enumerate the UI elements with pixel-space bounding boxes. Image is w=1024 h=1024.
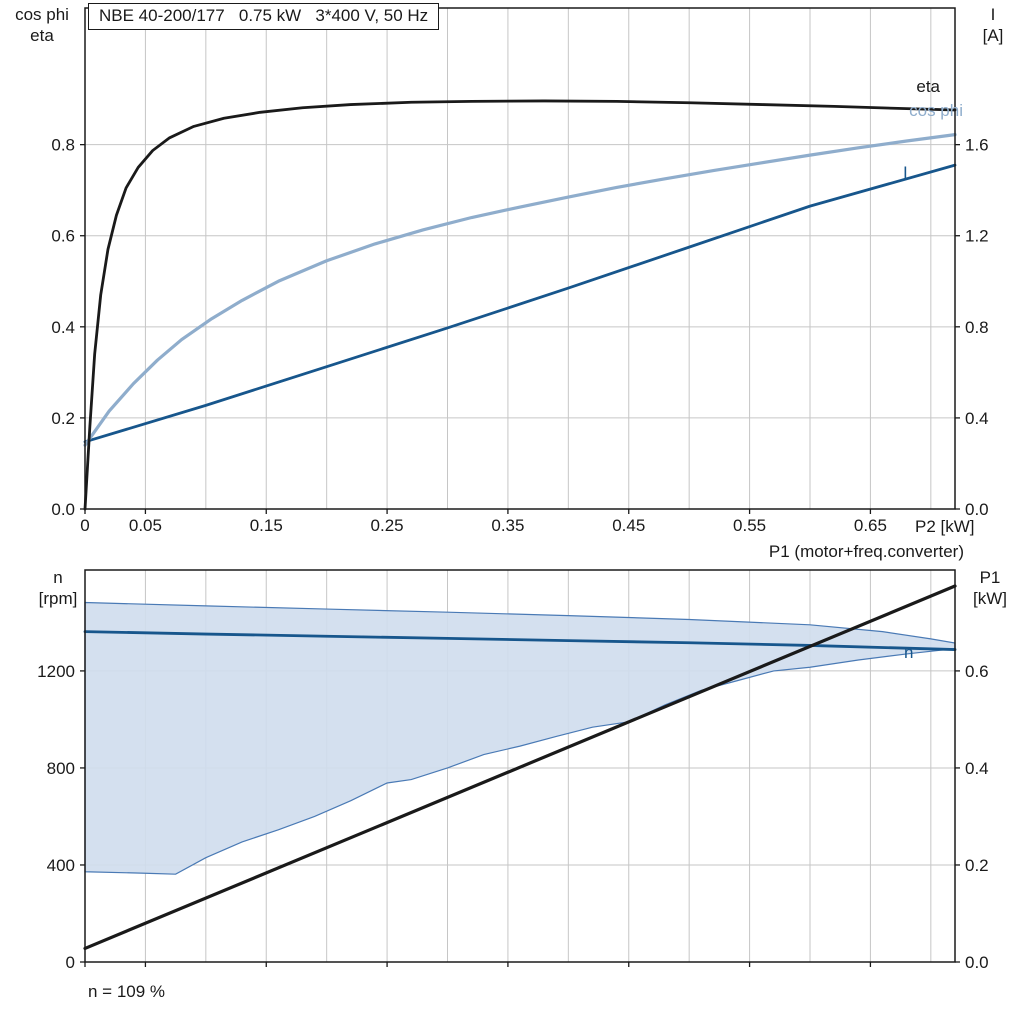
- svg-text:0.2: 0.2: [51, 409, 75, 428]
- eta-curve-label: eta: [916, 77, 940, 96]
- svg-text:0.4: 0.4: [51, 318, 75, 337]
- svg-text:1.2: 1.2: [965, 227, 989, 246]
- svg-text:0.45: 0.45: [612, 516, 645, 535]
- axis-title-line: P1: [979, 568, 1001, 587]
- svg-text:0: 0: [66, 953, 75, 972]
- cosphi-curve-label: cos phi: [909, 101, 963, 120]
- svg-text:0.55: 0.55: [733, 516, 766, 535]
- axis-title-line: n: [53, 568, 63, 587]
- svg-text:1200: 1200: [37, 662, 75, 681]
- svg-text:0: 0: [80, 516, 89, 535]
- top-chart-left-axis-title: cos phi eta: [6, 4, 78, 47]
- svg-text:0.65: 0.65: [854, 516, 887, 535]
- svg-text:1.6: 1.6: [965, 136, 989, 155]
- svg-text:0.6: 0.6: [51, 227, 75, 246]
- p1-curve-label: P1 (motor+freq.converter): [768, 542, 964, 561]
- svg-text:0.8: 0.8: [965, 318, 989, 337]
- axis-title-line: [kW]: [973, 589, 1007, 609]
- bottom-chart-right-axis-title: P1 [kW]: [962, 567, 1018, 610]
- svg-text:0.4: 0.4: [965, 409, 989, 428]
- svg-text:800: 800: [47, 759, 75, 778]
- svg-text:0.2: 0.2: [965, 856, 989, 875]
- chart-title-box: NBE 40-200/177 0.75 kW 3*400 V, 50 Hz: [88, 3, 440, 30]
- svg-text:0.0: 0.0: [965, 500, 989, 519]
- svg-text:0.05: 0.05: [129, 516, 162, 535]
- speed-percentage-footnote: n = 109 %: [88, 982, 166, 1001]
- axis-title-line: eta: [30, 26, 54, 46]
- svg-text:0.25: 0.25: [371, 516, 404, 535]
- x-axis-title: P2 [kW]: [915, 517, 975, 536]
- svg-text:0.8: 0.8: [51, 136, 75, 155]
- axis-title-line: I: [990, 5, 996, 24]
- axis-title-line: [A]: [982, 26, 1004, 46]
- axis-title-line: cos phi: [15, 5, 69, 24]
- svg-text:400: 400: [47, 856, 75, 875]
- bottom-chart-left-axis-title: n [rpm]: [26, 567, 90, 610]
- svg-text:0.35: 0.35: [491, 516, 524, 535]
- svg-text:0.4: 0.4: [965, 759, 989, 778]
- n-curve-label: n: [904, 643, 914, 662]
- svg-text:0.6: 0.6: [965, 662, 989, 681]
- svg-text:0.0: 0.0: [51, 500, 75, 519]
- axis-title-line: [rpm]: [38, 589, 78, 609]
- current-curve-label: I: [903, 163, 908, 182]
- svg-text:0.0: 0.0: [965, 953, 989, 972]
- top-chart-right-axis-title: I [A]: [968, 4, 1018, 47]
- svg-text:0.15: 0.15: [250, 516, 283, 535]
